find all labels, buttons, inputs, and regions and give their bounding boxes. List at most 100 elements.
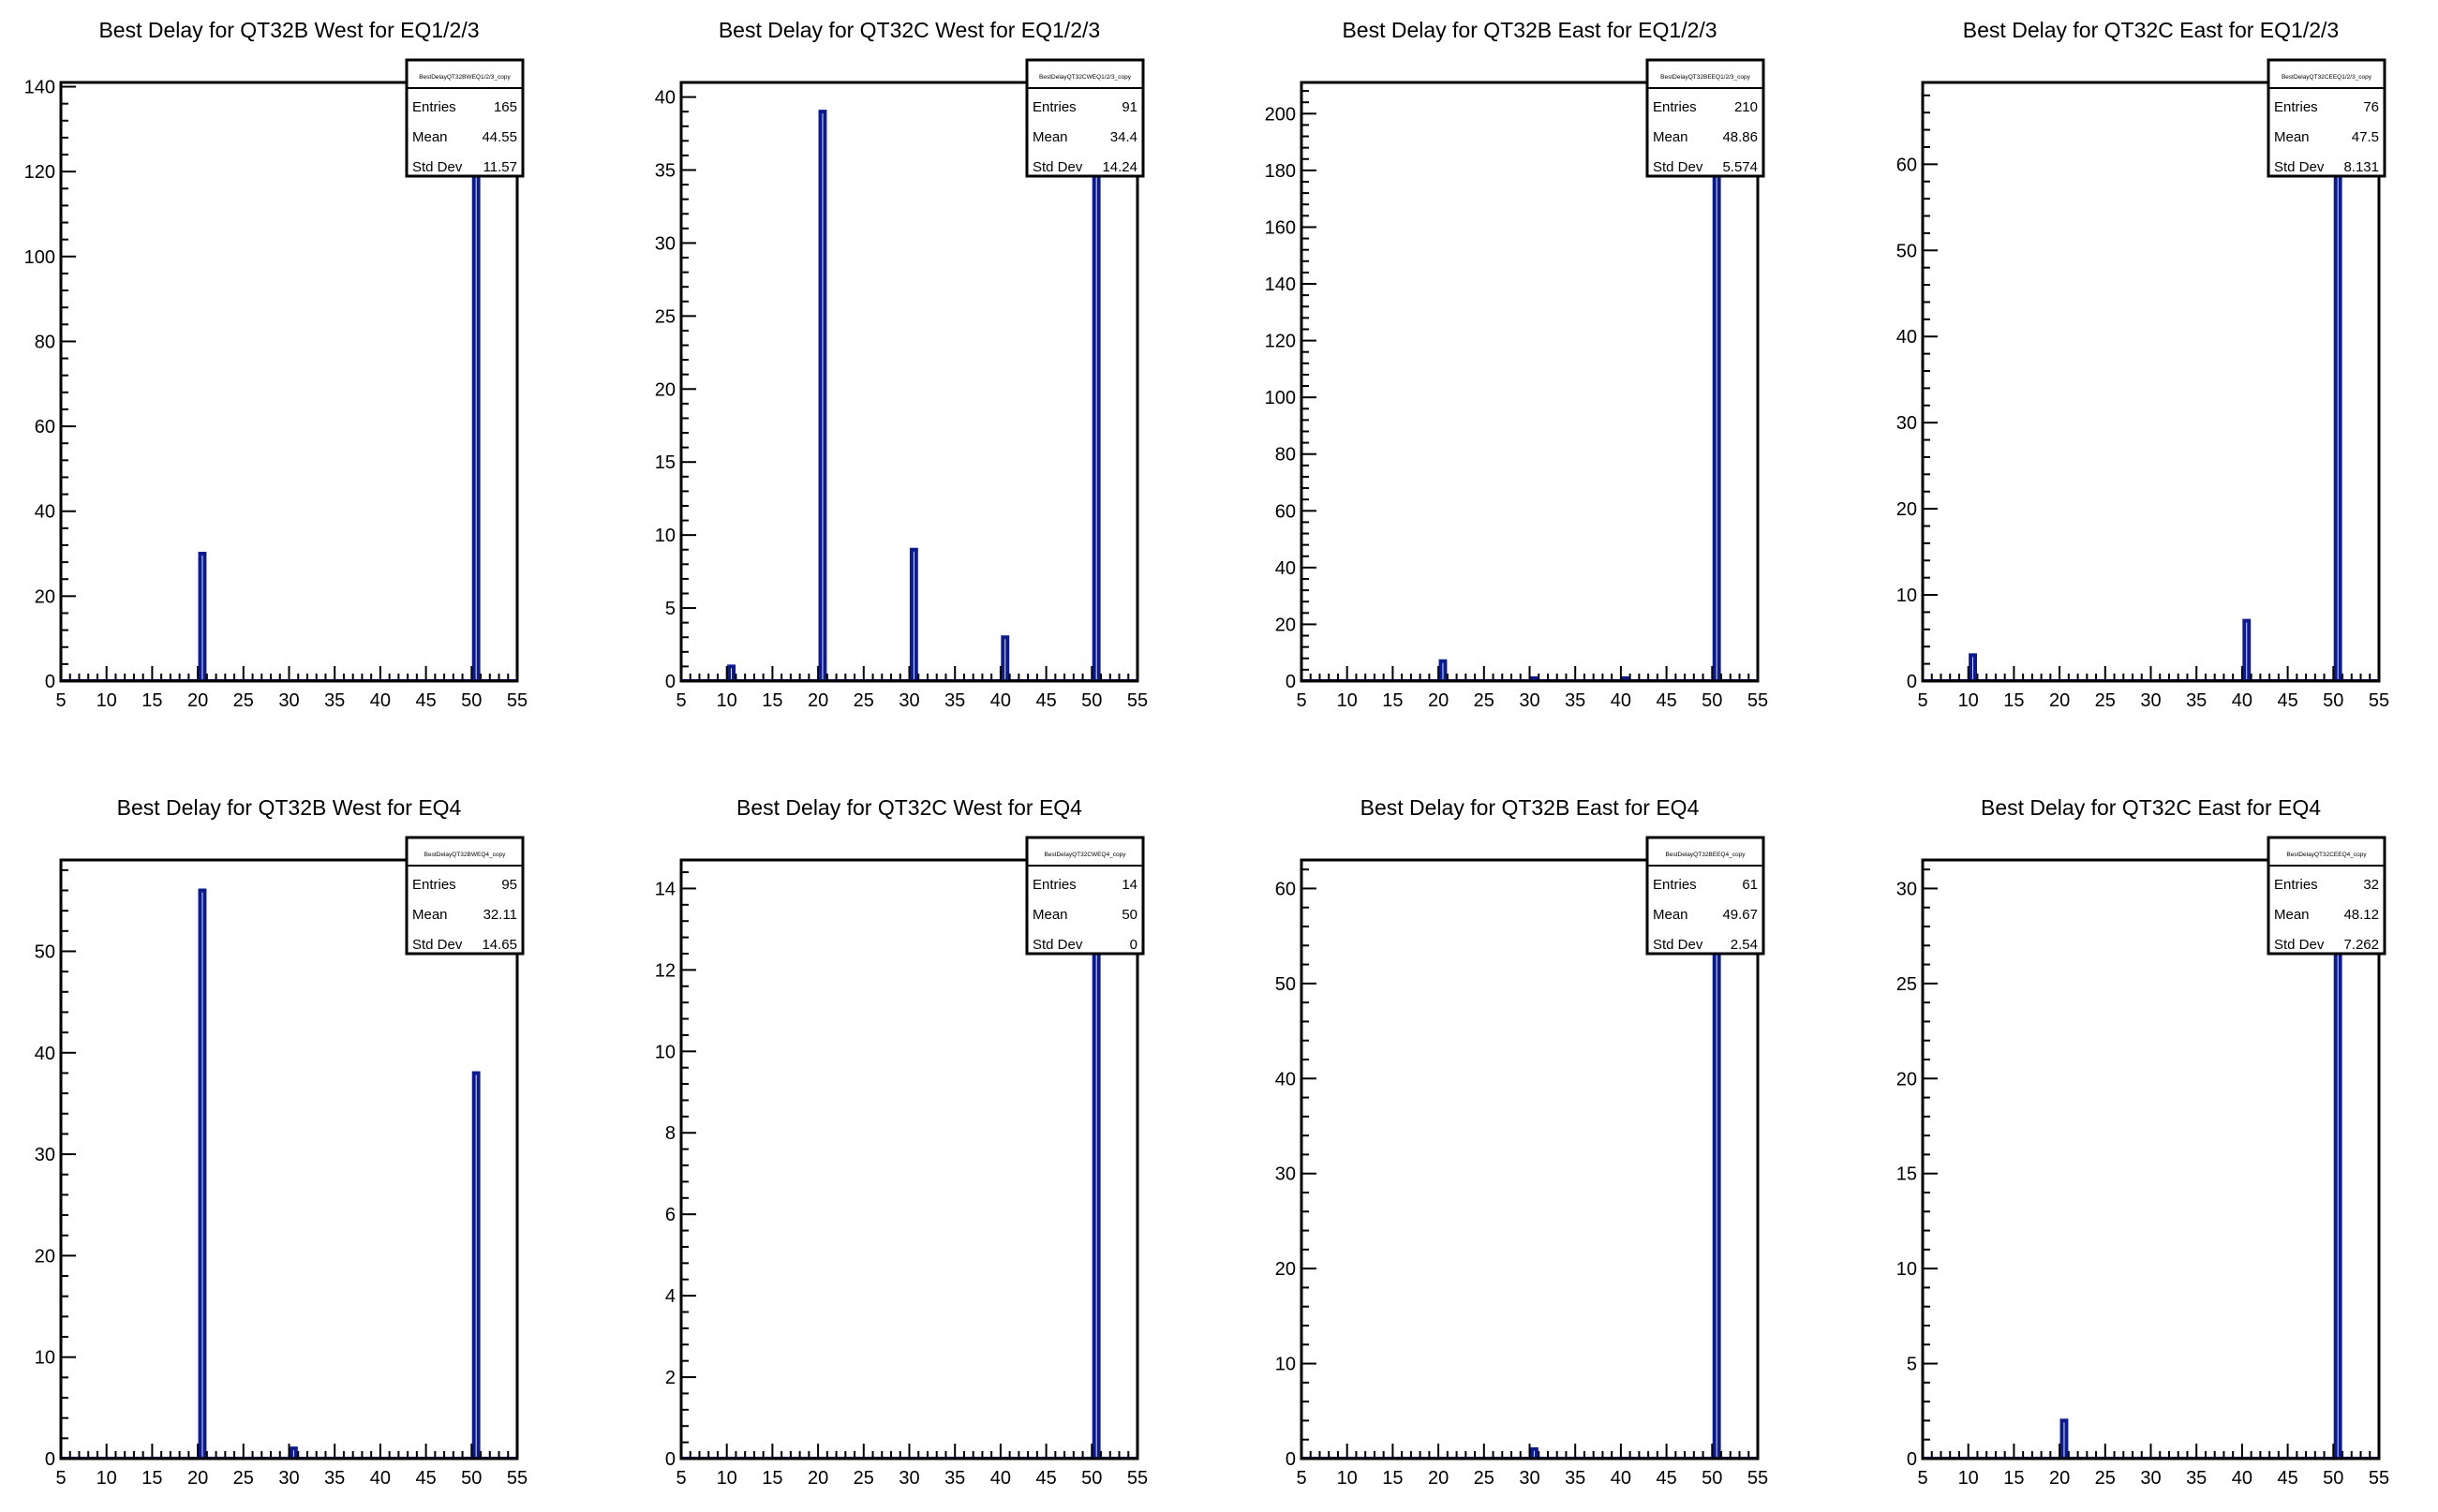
stats-label: Std Dev [2274, 159, 2325, 175]
x-tick-label: 30 [278, 1468, 299, 1489]
stats-histogram-name: BestDelayQT32CEEQ1/2/3_copy [2282, 74, 2372, 81]
x-tick-label: 30 [1519, 690, 1539, 711]
stats-value: 7.262 [2343, 937, 2379, 953]
stats-value: 5.574 [1722, 159, 1758, 175]
x-tick-label: 40 [370, 1468, 391, 1489]
x-tick-label: 50 [1081, 690, 1102, 711]
stats-label: Entries [1653, 877, 1697, 893]
x-tick-label: 55 [2369, 690, 2389, 711]
x-tick-label: 10 [97, 690, 117, 711]
stats-label: Std Dev [1033, 937, 1083, 953]
stats-box-frame [1025, 836, 1145, 956]
y-tick-label: 10 [1275, 1355, 1296, 1375]
stats-label: Mean [1653, 129, 1688, 145]
stats-histogram-name: BestDelayQT32BWEQ4_copy [424, 852, 506, 858]
stats-value: 34.4 [1110, 129, 1137, 145]
y-tick-label: 80 [35, 332, 55, 352]
stats-value: 0 [1130, 937, 1137, 953]
histogram-bar [471, 106, 481, 681]
stats-value: 76 [2363, 99, 2379, 115]
y-tick-label: 30 [1896, 879, 1917, 899]
x-tick-label: 20 [187, 690, 208, 711]
x-tick-label: 25 [854, 690, 874, 711]
x-tick-label: 30 [278, 690, 299, 711]
histogram-bar [1001, 635, 1010, 681]
x-tick-label: 35 [1565, 1468, 1585, 1489]
y-tick-label: 20 [1896, 1069, 1917, 1090]
stats-label: Mean [2274, 907, 2310, 923]
stats-value: 14.24 [1102, 159, 1137, 175]
y-tick-label: 60 [1896, 155, 1917, 175]
y-tick-label: 20 [35, 586, 55, 607]
chart-title: Best Delay for QT32B East for EQ1/2/3 [1342, 18, 1717, 42]
histogram-panel-7: Best Delay for QT32B East for EQ4 5 10 15 20… [1275, 795, 1768, 1489]
y-tick-label: 8 [665, 1123, 676, 1144]
x-tick-label: 45 [1656, 1468, 1676, 1489]
stats-value: 91 [1122, 99, 1137, 115]
histogram-bar [818, 110, 827, 681]
stats-label: Std Dev [1033, 159, 1083, 175]
stats-box-frame [1645, 58, 1765, 178]
stats-label: Std Dev [412, 159, 463, 175]
stats-box-frame [1025, 58, 1145, 178]
y-tick-label: 140 [1265, 274, 1296, 295]
x-tick-label: 15 [762, 690, 782, 711]
histogram-bar [1712, 886, 1721, 1459]
y-tick-label: 40 [1896, 327, 1917, 348]
x-tick-label: 40 [2232, 690, 2252, 711]
stats-value: 44.55 [482, 129, 517, 145]
stats-label: Entries [412, 877, 456, 893]
stats-label: Mean [1033, 129, 1068, 145]
x-tick-label: 15 [141, 1468, 162, 1489]
y-tick-label: 0 [665, 1449, 676, 1470]
chart-title: Best Delay for QT32C East for EQ4 [1981, 795, 2321, 820]
x-tick-label: 50 [1702, 1468, 1722, 1489]
chart-title: Best Delay for QT32B East for EQ4 [1360, 795, 1700, 820]
stats-label: Std Dev [2274, 937, 2325, 953]
x-tick-label: 30 [899, 1468, 919, 1489]
x-tick-label: 20 [808, 1468, 828, 1489]
x-tick-label: 55 [1127, 1468, 1148, 1489]
x-tick-label: 25 [233, 1468, 254, 1489]
x-tick-label: 30 [1519, 1468, 1539, 1489]
y-tick-label: 0 [1907, 672, 1917, 692]
histogram-bar [2242, 618, 2252, 681]
histogram-bar [198, 552, 207, 681]
stats-box: BestDelayQT32CEEQ1/2/3_copy Entries 76 Mean… [2267, 58, 2386, 178]
y-tick-label: 180 [1265, 161, 1296, 182]
x-tick-label: 55 [507, 1468, 528, 1489]
histogram-bar [1712, 109, 1721, 681]
stats-value: 48.86 [1722, 129, 1758, 145]
stats-box-frame [2267, 58, 2386, 178]
stats-histogram-name: BestDelayQT32BEEQ4_copy [1666, 852, 1747, 858]
stats-label: Mean [412, 907, 448, 923]
x-tick-label: 10 [97, 1468, 117, 1489]
y-tick-label: 20 [1275, 1259, 1296, 1280]
x-tick-label: 30 [899, 690, 919, 711]
y-tick-label: 40 [1275, 1069, 1296, 1090]
stats-value: 95 [501, 877, 517, 893]
stats-histogram-name: BestDelayQT32CWEQ1/2/3_copy [1039, 74, 1132, 81]
y-tick-label: 80 [1275, 445, 1296, 466]
x-tick-label: 35 [324, 690, 345, 711]
x-tick-label: 10 [1958, 690, 1979, 711]
stats-box: BestDelayQT32CEEQ4_copy Entries 32 Mean 48.1… [2267, 836, 2386, 956]
chart-title: Best Delay for QT32C East for EQ1/2/3 [1963, 18, 2339, 42]
y-tick-label: 12 [655, 960, 676, 981]
y-tick-label: 25 [1896, 974, 1917, 995]
chart-title: Best Delay for QT32B West for EQ1/2/3 [98, 18, 479, 42]
stats-value: 210 [1734, 99, 1758, 115]
x-tick-label: 45 [415, 690, 436, 711]
y-tick-label: 50 [1275, 974, 1296, 995]
x-tick-label: 35 [2186, 690, 2207, 711]
y-tick-label: 120 [24, 162, 55, 183]
stats-label: Mean [2274, 129, 2310, 145]
y-tick-label: 40 [35, 1044, 55, 1064]
stats-value: 32 [2363, 877, 2379, 893]
x-tick-label: 50 [1081, 1468, 1102, 1489]
chart-title: Best Delay for QT32B West for EQ4 [117, 795, 462, 820]
stats-box: BestDelayQT32CWEQ1/2/3_copy Entries 91 Mean… [1025, 58, 1145, 178]
stats-label: Entries [1653, 99, 1697, 115]
stats-label: Entries [2274, 877, 2318, 893]
stats-box: BestDelayQT32BWEQ1/2/3_copy Entries 165 Mea… [405, 58, 525, 178]
